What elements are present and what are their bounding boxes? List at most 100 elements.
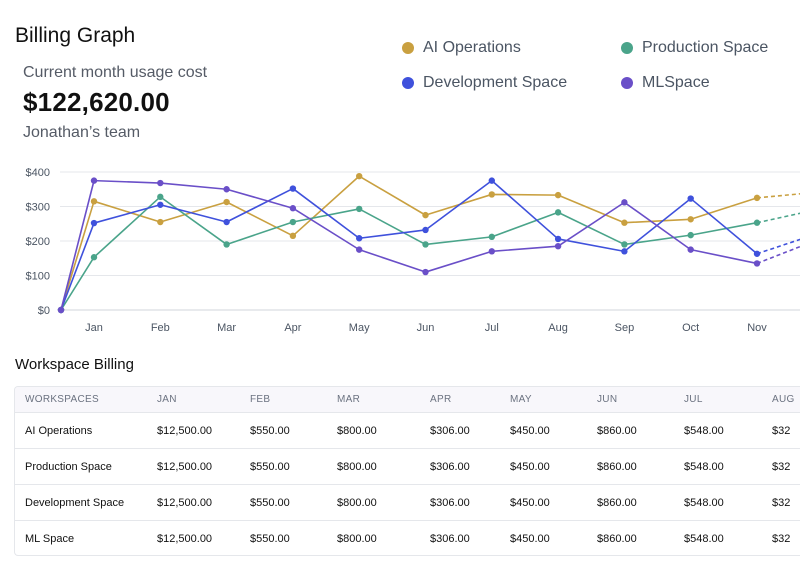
workspace-name-cell: Development Space	[15, 484, 147, 521]
series-projection-line	[756, 193, 800, 199]
data-point	[422, 226, 429, 234]
table-row[interactable]: Development Space $12,500.00 $550.00 $800.0…	[15, 484, 800, 521]
data-point	[157, 218, 164, 226]
data-point	[422, 241, 429, 248]
cost-cell: $12,500.00	[157, 532, 213, 545]
table-row[interactable]: ML Space $12,500.00 $550.00 $800.00 $306.00 $…	[15, 521, 800, 556]
x-tick-label: Aug	[548, 322, 568, 334]
cost-cell: $306.00	[420, 412, 500, 449]
cost-cell: $548.00	[684, 532, 724, 545]
data-point	[753, 194, 761, 202]
workspace-name-cell: ML Space	[25, 532, 75, 545]
cost-cell: $32	[762, 484, 800, 521]
legend-dot-icon	[402, 42, 414, 54]
workspace-billing-table: WORKSPACES JAN FEB MAR APR MAY JUN JUL AUG AI Op…	[14, 386, 800, 556]
series-projection-line	[756, 238, 800, 255]
cost-cell: $860.00	[587, 412, 674, 449]
legend-label: AI Operations	[423, 39, 521, 56]
data-point	[621, 199, 628, 206]
data-point	[554, 242, 562, 250]
data-point	[621, 219, 628, 226]
legend-label: Production Space	[642, 39, 769, 56]
series-projection-line	[756, 212, 800, 224]
cost-cell: $550.00	[240, 448, 327, 485]
x-tick-label: Feb	[151, 322, 170, 334]
data-point	[554, 191, 562, 199]
data-point	[223, 198, 230, 206]
cost-cell: $12,500.00	[147, 484, 240, 521]
data-point	[687, 216, 694, 223]
x-tick-label: Nov	[747, 322, 767, 334]
data-point	[488, 248, 495, 255]
data-point	[289, 218, 297, 226]
legend-dot-icon	[621, 77, 633, 89]
x-tick-label: Sep	[615, 322, 635, 334]
data-point	[422, 268, 429, 276]
cost-cell: $548.00	[674, 448, 762, 485]
x-tick-label: Jun	[417, 322, 435, 334]
data-point	[422, 211, 429, 219]
data-point	[488, 233, 495, 241]
y-tick-label: $300	[26, 202, 50, 214]
data-point	[554, 209, 562, 216]
legend-label: MLSpace	[642, 74, 710, 91]
data-point	[57, 306, 65, 314]
data-point	[90, 219, 98, 227]
data-point	[289, 232, 297, 240]
data-point	[356, 235, 363, 242]
cost-cell: $800.00	[327, 484, 420, 521]
x-tick-label: Apr	[284, 322, 301, 334]
cost-cell: $860.00	[597, 532, 637, 545]
cost-cell: $306.00	[430, 532, 470, 545]
cost-cell: $450.00	[510, 532, 550, 545]
data-point	[90, 254, 98, 261]
series-line	[60, 196, 758, 311]
data-point	[488, 191, 495, 198]
cost-cell: $32	[762, 412, 800, 449]
data-point	[157, 179, 164, 187]
table-row[interactable]: AI Operations $12,500.00 $550.00 $800.00 $30…	[15, 412, 800, 449]
legend-label: Development Space	[423, 74, 568, 91]
x-tick-label: Mar	[217, 322, 236, 334]
table-header-row: WORKSPACES JAN FEB MAR APR MAY JUN JUL AUG	[15, 387, 800, 413]
data-point	[289, 185, 297, 192]
column-header: FEB	[240, 387, 327, 413]
data-point	[90, 177, 98, 184]
column-header: JUN	[587, 387, 674, 413]
legend-dot-icon	[621, 42, 633, 54]
legend-item-development-space[interactable]: Development Space	[402, 74, 567, 92]
y-tick-label: $0	[38, 305, 50, 317]
data-point	[157, 193, 164, 201]
legend-item-ai-operations[interactable]: AI Operations	[402, 39, 521, 57]
x-tick-label: May	[349, 322, 370, 334]
data-point	[753, 260, 761, 267]
data-point	[356, 246, 363, 253]
workspace-name-cell: AI Operations	[15, 412, 147, 449]
data-point	[356, 205, 363, 213]
data-point	[621, 248, 628, 255]
legend-item-mlspace[interactable]: MLSpace	[621, 74, 710, 92]
y-tick-label: $400	[26, 167, 50, 179]
legend-item-production-space[interactable]: Production Space	[621, 39, 768, 57]
data-point	[157, 201, 164, 208]
cost-cell: $32	[772, 532, 791, 545]
column-header: MAY	[500, 387, 587, 413]
data-point	[687, 246, 694, 253]
cost-cell: $450.00	[500, 484, 587, 521]
team-name: Jonathan’s team	[23, 124, 141, 141]
table-row[interactable]: Production Space $12,500.00 $550.00 $800.00…	[15, 448, 800, 485]
legend-dot-icon	[402, 77, 414, 89]
data-point	[289, 205, 297, 212]
cost-cell: $306.00	[420, 484, 500, 521]
data-point	[488, 177, 495, 184]
series-line	[60, 179, 758, 311]
cost-cell: $12,500.00	[147, 448, 240, 485]
column-header: JUL	[674, 387, 762, 413]
column-header: APR	[420, 387, 500, 413]
cost-cell: $32	[762, 448, 800, 485]
cost-cell: $306.00	[420, 448, 500, 485]
cost-cell: $450.00	[500, 448, 587, 485]
data-point	[621, 241, 628, 248]
page-title: Billing Graph	[15, 24, 136, 47]
usage-cost-label: Current month usage cost	[23, 64, 208, 81]
